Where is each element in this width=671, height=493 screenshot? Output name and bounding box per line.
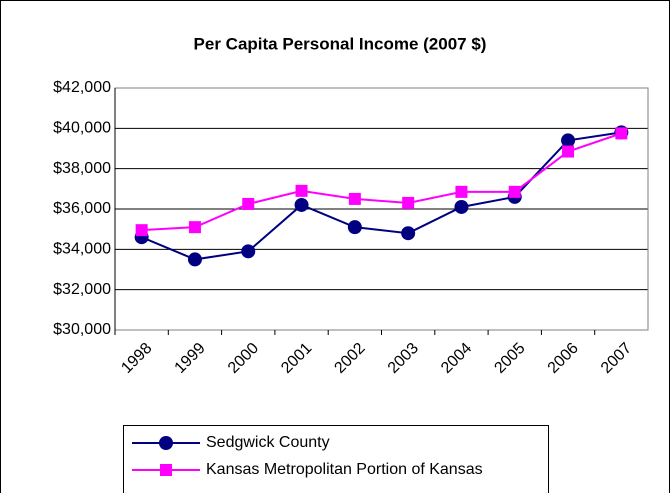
marker [242,197,255,210]
legend-label: Sedgwick County [206,434,330,451]
marker [401,226,416,241]
marker [402,196,415,209]
y-tick-label: $40,000 [53,120,111,137]
y-tick-label: $42,000 [53,79,111,96]
legend-label: Kansas Metropolitan Portion of Kansas [206,461,483,478]
chart-title: Per Capita Personal Income (2007 $) [194,34,487,53]
legend-marker [160,464,172,476]
y-tick-label: $30,000 [53,321,111,338]
series-line [141,131,622,261]
marker [454,199,469,214]
marker [348,192,361,205]
y-tick-label: $36,000 [53,200,111,217]
y-tick-label: $38,000 [53,160,111,177]
series-line [141,132,622,232]
marker [294,197,309,212]
legend: Sedgwick County Kansas Metropolitan Porti… [123,425,549,493]
marker [188,221,201,234]
marker [135,224,148,237]
marker [615,127,628,140]
marker [562,145,575,158]
marker [455,185,468,198]
marker [347,220,362,235]
marker [508,185,521,198]
legend-box [123,425,549,493]
legend-marker [159,436,173,450]
y-tick-label: $34,000 [53,241,111,258]
marker [241,244,256,259]
marker [561,133,576,148]
marker [187,252,202,267]
y-tick-label: $32,000 [53,281,111,298]
marker [295,184,308,197]
